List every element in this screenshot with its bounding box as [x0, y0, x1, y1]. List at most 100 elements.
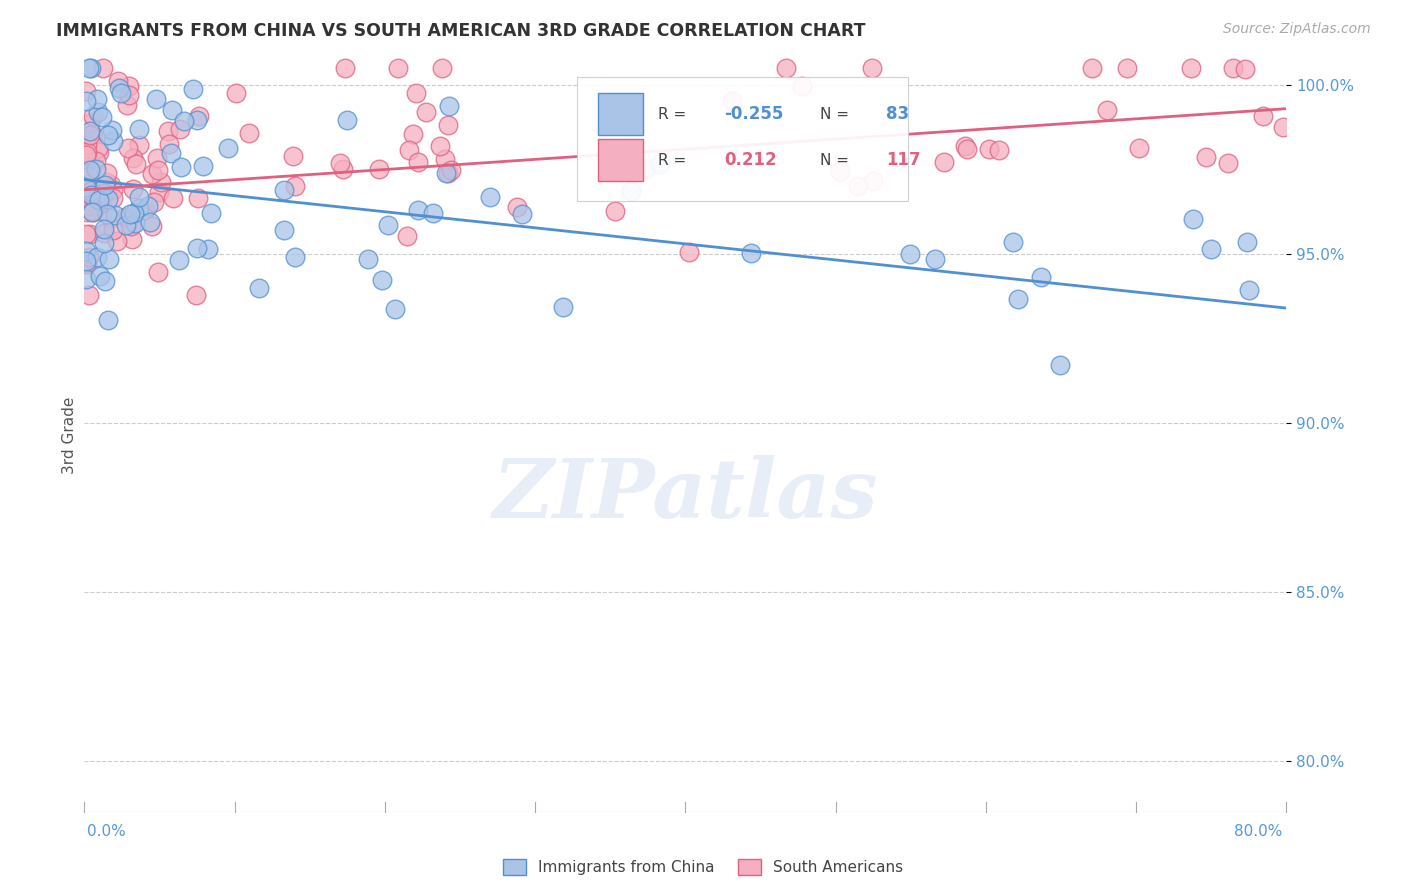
Point: [101, 134, 124, 148]
Point: [89, 268, 111, 283]
Point: [1180, 61, 1202, 75]
Point: [141, 219, 163, 233]
Point: [77, 61, 100, 75]
Point: [217, 141, 239, 155]
Point: [75, 227, 97, 241]
Point: [118, 79, 141, 94]
Point: [370, 273, 392, 287]
Point: [181, 82, 204, 96]
Point: [76, 205, 98, 219]
Point: [76, 137, 98, 152]
Point: [402, 128, 425, 142]
Point: [122, 151, 145, 165]
Point: [1222, 61, 1244, 75]
Point: [93, 186, 115, 200]
Point: [149, 175, 172, 189]
Point: [1095, 103, 1118, 117]
Point: [139, 215, 162, 229]
Text: 0.0%: 0.0%: [87, 824, 127, 838]
Point: [146, 152, 169, 166]
Text: R =: R =: [658, 107, 686, 121]
Text: ZIPatlas: ZIPatlas: [492, 455, 879, 535]
Point: [846, 178, 869, 193]
Point: [86, 250, 108, 264]
Point: [740, 246, 762, 260]
Point: [506, 200, 529, 214]
Point: [437, 166, 460, 180]
Point: [329, 156, 352, 170]
Point: [157, 136, 180, 151]
Text: N =: N =: [820, 153, 849, 168]
Point: [1115, 61, 1137, 75]
Point: [128, 190, 150, 204]
Point: [128, 201, 150, 215]
Point: [377, 219, 399, 233]
Point: [114, 210, 136, 224]
Point: [634, 161, 657, 176]
Point: [790, 78, 813, 93]
Point: [115, 218, 138, 232]
Point: [118, 206, 141, 220]
Text: 80.0%: 80.0%: [1234, 824, 1282, 838]
Point: [121, 232, 143, 246]
Point: [333, 61, 356, 75]
Point: [75, 272, 97, 286]
Point: [1234, 62, 1257, 76]
Point: [405, 87, 427, 101]
Point: [395, 229, 418, 244]
Point: [84, 153, 107, 168]
Point: [956, 142, 979, 156]
Point: [80, 204, 103, 219]
Point: [80, 187, 103, 202]
Point: [145, 92, 167, 106]
Point: [953, 139, 976, 153]
Point: [75, 254, 97, 268]
Point: [721, 94, 744, 108]
Point: [191, 159, 214, 173]
Point: [336, 113, 359, 128]
Point: [406, 154, 429, 169]
Point: [478, 190, 501, 204]
Point: [1182, 212, 1205, 227]
Point: [1199, 242, 1222, 256]
Point: [934, 155, 956, 169]
Text: IMMIGRANTS FROM CHINA VS SOUTH AMERICAN 3RD GRADE CORRELATION CHART: IMMIGRANTS FROM CHINA VS SOUTH AMERICAN …: [56, 22, 866, 40]
Y-axis label: 3rd Grade: 3rd Grade: [62, 396, 77, 474]
Point: [148, 186, 170, 200]
Point: [94, 178, 117, 193]
Point: [96, 206, 118, 220]
Point: [89, 193, 111, 207]
Point: [157, 124, 180, 138]
Point: [186, 241, 208, 255]
Point: [186, 287, 208, 301]
Point: [284, 178, 307, 193]
Point: [108, 81, 131, 95]
Point: [860, 61, 883, 75]
Point: [91, 61, 114, 75]
Point: [332, 162, 354, 177]
Point: [436, 118, 458, 132]
Point: [100, 178, 122, 192]
Point: [200, 205, 222, 219]
Point: [142, 195, 165, 210]
Point: [924, 252, 946, 267]
Point: [169, 121, 191, 136]
Point: [76, 256, 98, 270]
Text: R =: R =: [658, 153, 686, 168]
Point: [387, 61, 409, 75]
Point: [128, 122, 150, 136]
Point: [415, 104, 437, 119]
Point: [900, 247, 922, 261]
Point: [79, 115, 101, 129]
Point: [105, 234, 128, 248]
Point: [1031, 269, 1053, 284]
Point: [89, 193, 111, 207]
Point: [284, 250, 307, 264]
Point: [87, 145, 110, 159]
Point: [398, 143, 420, 157]
Legend: Immigrants from China, South Americans: Immigrants from China, South Americans: [503, 860, 903, 875]
Text: Source: ZipAtlas.com: Source: ZipAtlas.com: [1223, 22, 1371, 37]
Point: [75, 159, 97, 173]
Point: [440, 163, 463, 178]
Point: [103, 191, 125, 205]
